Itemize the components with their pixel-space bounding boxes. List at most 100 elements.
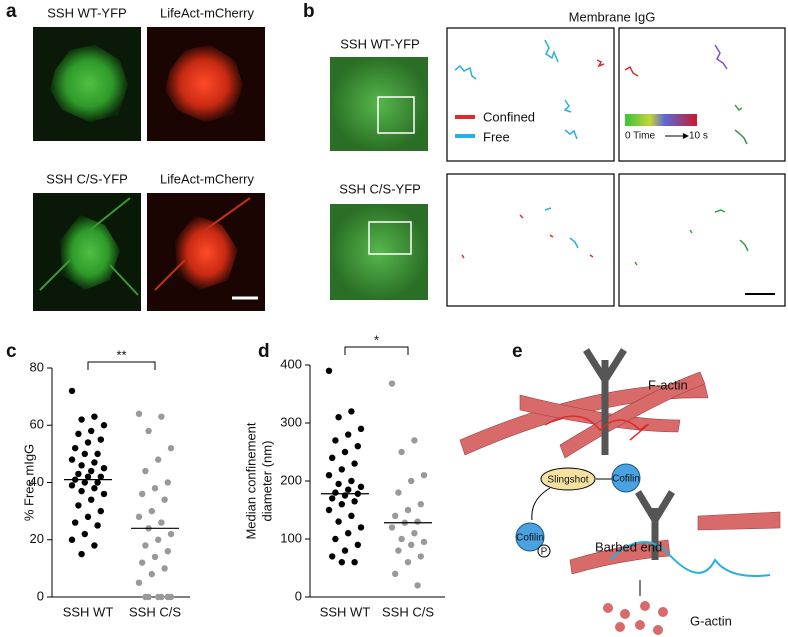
data-point	[345, 530, 352, 537]
filopodia	[39, 197, 139, 296]
data-point	[84, 473, 92, 480]
data-point	[404, 506, 412, 514]
data-point	[78, 487, 85, 495]
time-start-label: 0 Time	[625, 131, 655, 142]
data-point	[142, 542, 149, 549]
track-panel	[446, 27, 615, 162]
significance-label: *	[374, 332, 379, 347]
panel-letter: e	[512, 341, 523, 362]
data-point	[354, 541, 361, 548]
data-point	[164, 479, 171, 486]
data-point	[135, 513, 143, 521]
data-point	[78, 462, 85, 469]
y-tick-label: 40	[30, 474, 44, 489]
data-point	[335, 480, 342, 488]
data-point	[395, 547, 402, 554]
panel-b: Membrane IgG SSH WT-YFP SSH C/S-YFP Conf…	[330, 9, 786, 307]
data-point	[139, 490, 146, 498]
slingshot	[540, 467, 596, 491]
arrowhead	[683, 133, 689, 139]
data-point	[135, 579, 143, 586]
track-panel	[446, 173, 615, 307]
data-point	[357, 483, 365, 490]
label: G-actin	[690, 613, 732, 628]
antibody	[583, 348, 627, 455]
data-point	[414, 582, 421, 589]
data-point	[420, 472, 428, 479]
data-point	[158, 519, 165, 526]
data-point	[75, 470, 82, 478]
x-tick-label: SSH WT	[320, 604, 371, 619]
data-point	[68, 536, 76, 543]
data-point	[97, 473, 105, 480]
cell	[175, 215, 238, 290]
data-point	[392, 570, 399, 577]
image-label: SSH C/S-YFP	[46, 171, 128, 186]
data-point	[348, 512, 355, 519]
label: Slingshot	[547, 475, 588, 486]
data-point	[335, 414, 342, 421]
data-point	[335, 518, 342, 525]
panel-e: F-actin Slingshot Cofilin Cofilin P Barb…	[459, 348, 781, 635]
significance-bracket	[87, 361, 156, 370]
data-point	[75, 430, 82, 438]
time-end-label: 10 s	[689, 131, 708, 142]
data-point	[151, 553, 159, 561]
legend-label: Confined	[483, 109, 535, 124]
significance-bracket	[344, 346, 409, 355]
data-point	[357, 524, 365, 531]
phosphate	[537, 544, 551, 558]
data-point	[94, 450, 101, 458]
roi-box	[368, 221, 412, 255]
data-point	[84, 439, 92, 446]
x-tick-label: SSH WT	[63, 604, 114, 619]
data-point	[100, 490, 108, 498]
significance-label: **	[116, 347, 126, 362]
data-point	[135, 410, 143, 417]
data-point	[341, 448, 349, 456]
data-point	[155, 456, 162, 463]
panel-title: Membrane IgG	[569, 9, 656, 24]
data-point	[91, 542, 98, 549]
data-point	[357, 425, 365, 432]
trajectories	[454, 39, 749, 266]
data-point	[155, 593, 162, 601]
data-point	[420, 538, 428, 546]
data-point	[329, 553, 336, 560]
data-point	[97, 507, 105, 515]
y-axis-label: Median confinement	[243, 422, 258, 539]
data-point	[325, 506, 333, 514]
data-point	[341, 547, 349, 554]
data-point	[325, 367, 333, 374]
data-point	[91, 459, 98, 466]
data-point	[88, 467, 95, 475]
data-point	[91, 413, 98, 420]
cell	[165, 45, 243, 122]
antibody	[635, 490, 675, 560]
label: Cofilin	[516, 533, 544, 544]
data-point	[411, 530, 418, 537]
data-point	[411, 437, 418, 444]
cell	[60, 215, 120, 290]
filopodia	[154, 197, 251, 291]
label: Barbed end	[595, 539, 662, 554]
data-point	[72, 519, 79, 526]
data-point	[155, 536, 162, 543]
data-point	[78, 550, 85, 558]
data-point	[351, 559, 358, 566]
data-point	[408, 541, 415, 548]
y-tick-label: 80	[30, 359, 44, 374]
data-point	[325, 472, 333, 479]
time-colorbar	[625, 114, 697, 126]
data-point	[167, 444, 175, 452]
label: P	[541, 547, 548, 558]
data-point	[161, 496, 168, 503]
image-label: SSH C/S-YFP	[339, 181, 421, 196]
data-point	[78, 416, 85, 423]
data-point	[100, 464, 108, 472]
label: Cofilin	[612, 474, 640, 485]
y-tick-label: 400	[280, 356, 302, 371]
data-point	[348, 477, 355, 485]
image-label: SSH WT-YFP	[47, 5, 126, 20]
